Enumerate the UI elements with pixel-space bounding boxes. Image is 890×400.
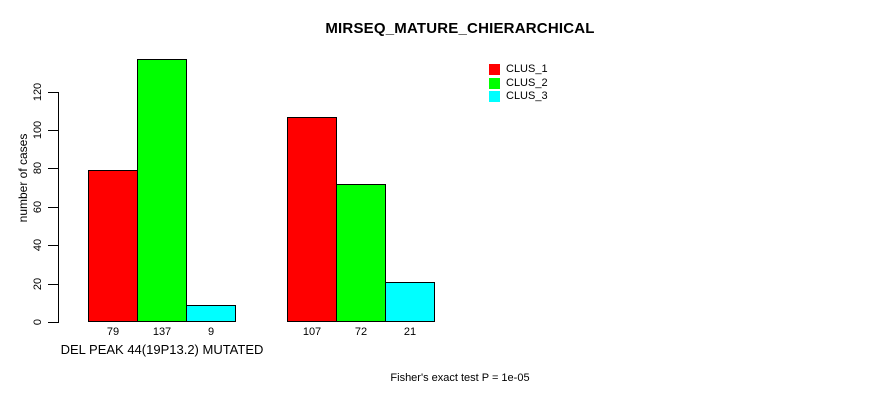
- bar-value-label: 21: [403, 326, 417, 338]
- legend-label: CLUS_2: [506, 76, 548, 89]
- bar-value-label: 107: [302, 326, 322, 338]
- y-tick-mark: [48, 130, 58, 131]
- legend-label: CLUS_3: [506, 90, 548, 103]
- annotation-text: Fisher's exact test P = 1e-05: [390, 372, 530, 384]
- legend: CLUS_1 CLUS_2 CLUS_3: [489, 63, 548, 104]
- bar-clus_2: [336, 183, 386, 322]
- bar-clus_1: [287, 116, 337, 322]
- legend-label: CLUS_1: [506, 63, 548, 76]
- legend-item-clus_3: CLUS_3: [489, 90, 548, 104]
- bar-value-label: 9: [207, 326, 215, 338]
- legend-swatch-icon: [489, 64, 500, 76]
- chart-title: MIRSEQ_MATURE_CHIERARCHICAL: [325, 20, 595, 37]
- legend-item-clus_1: CLUS_1: [489, 63, 548, 77]
- legend-swatch-icon: [489, 91, 500, 103]
- y-axis-label: number of cases: [16, 133, 30, 223]
- y-tick-label: 0: [32, 318, 44, 326]
- y-tick-mark: [48, 168, 58, 170]
- legend-swatch-icon: [489, 77, 500, 89]
- bar-clus_3: [385, 281, 435, 322]
- y-tick-label: 100: [32, 120, 44, 140]
- bar-value-label: 137: [152, 326, 172, 338]
- y-tick-label: 80: [32, 162, 44, 175]
- y-tick-mark: [48, 91, 58, 93]
- y-tick-mark: [48, 206, 58, 208]
- y-tick-mark: [48, 322, 58, 323]
- y-axis-line: [58, 91, 59, 323]
- bar-value-label: 79: [106, 326, 120, 338]
- bar-clus_3: [186, 304, 236, 322]
- y-tick-label: 60: [32, 200, 44, 213]
- y-tick-mark: [48, 245, 58, 247]
- x-group-label: DEL PEAK 44(19P13.2) MUTATED: [60, 342, 264, 357]
- bar-value-label: 72: [354, 326, 368, 338]
- y-tick-label: 20: [32, 277, 44, 290]
- bar-clus_1: [88, 170, 138, 322]
- y-tick-label: 120: [32, 82, 44, 101]
- y-tick-label: 40: [32, 239, 44, 252]
- bar-clus_2: [137, 59, 187, 322]
- legend-item-clus_2: CLUS_2: [489, 77, 548, 91]
- y-tick-mark: [48, 283, 58, 285]
